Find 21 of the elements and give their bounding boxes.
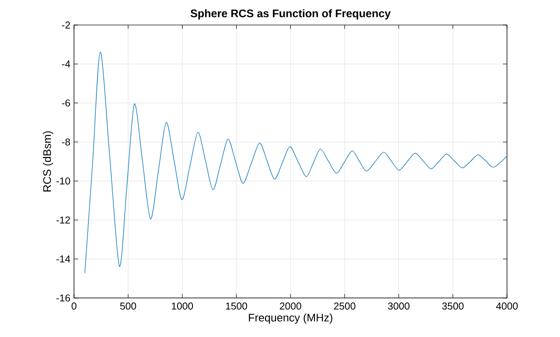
x-tick-label: 2000: [280, 302, 302, 310]
y-tick-label: -2: [62, 22, 70, 28]
y-tick-label: -6: [62, 99, 70, 107]
x-tick-label: 2500: [334, 302, 356, 310]
x-axis-title: Frequency (MHz): [248, 313, 332, 324]
x-tick-label: 500: [120, 302, 136, 310]
y-tick-label: -14: [56, 256, 70, 262]
x-tick-label: 0: [72, 302, 76, 310]
y-tick-label: -8: [62, 138, 70, 146]
x-tick-label: 3000: [388, 302, 410, 310]
y-tick-label: -4: [62, 60, 70, 68]
y-tick-label: -10: [56, 177, 70, 185]
x-tick-label: 3500: [442, 302, 464, 310]
y-tick-label: -16: [56, 294, 70, 302]
line-series: [84, 52, 507, 274]
chart-title: Sphere RCS as Function of Frequency: [190, 9, 391, 20]
x-tick-label: 1500: [226, 302, 248, 310]
x-tick-label: 1000: [172, 302, 193, 310]
x-tick-label: 4000: [496, 302, 518, 310]
y-tick-label: -12: [56, 216, 70, 224]
y-axis-title: RCS (dBsm): [42, 131, 54, 192]
